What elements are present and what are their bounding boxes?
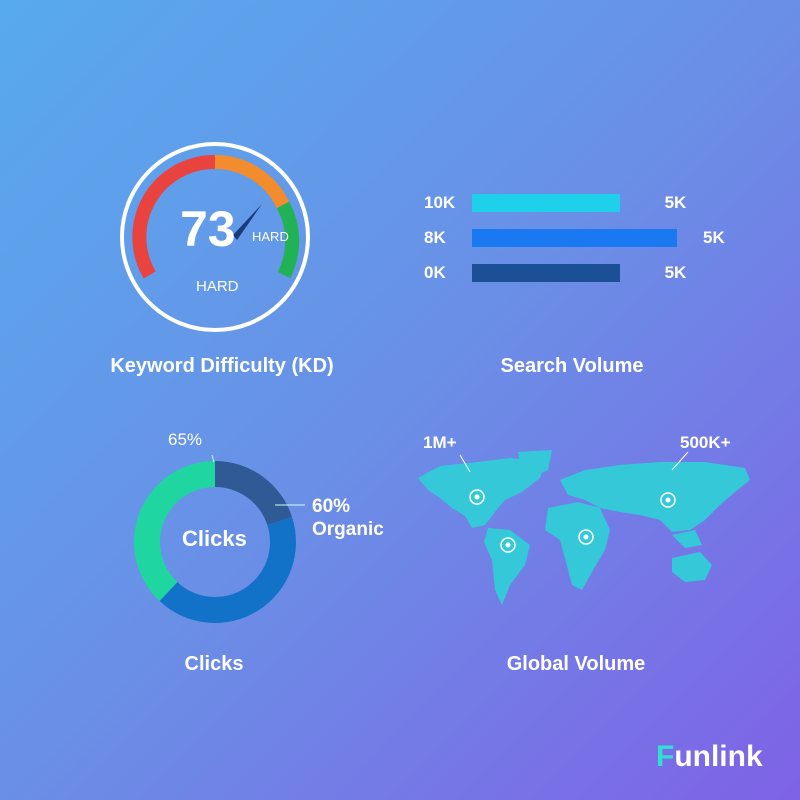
map-leader-right — [671, 451, 689, 471]
donut-center-label: Clicks — [182, 526, 247, 551]
map-marker-dot — [583, 534, 589, 540]
bar-left-label: 8K — [424, 228, 446, 247]
map-label-americas: 1M+ — [423, 433, 457, 452]
donut-segment — [215, 461, 293, 526]
map-marker-dot — [505, 542, 511, 548]
bar-right-label: 5K — [664, 263, 687, 282]
europe-asia — [560, 462, 750, 532]
donut-segment — [134, 461, 215, 602]
clicks-title: Clicks — [184, 653, 244, 675]
map-label-asia: 500K+ — [680, 433, 731, 452]
bar-left-label: 0K — [424, 263, 446, 282]
global-volume-title: Global Volume — [506, 653, 646, 675]
map-marker-icon — [578, 529, 594, 545]
donut-top-label: 65% — [168, 430, 203, 449]
clicks-donut — [134, 461, 297, 623]
map-marker-dot — [474, 494, 480, 500]
gauge-segment-hard — [276, 201, 300, 279]
south-america — [484, 528, 530, 605]
volume-bar — [472, 194, 620, 212]
gauge-segment-medium — [214, 154, 290, 209]
greenland — [518, 450, 552, 478]
search-volume-title: Search Volume — [500, 355, 644, 377]
bar-left-label: 10K — [424, 193, 456, 212]
brand-name: Funlink — [656, 740, 763, 773]
world-map — [418, 450, 750, 605]
volume-bar — [472, 229, 677, 247]
donut-leader-top — [211, 454, 215, 463]
gauge-ring — [120, 142, 310, 332]
gauge-value: 73 — [180, 201, 236, 257]
map-leader-left — [459, 454, 471, 473]
southeast-asia — [672, 530, 702, 548]
gauge-level-label: HARD — [196, 278, 239, 295]
map-marker-dot — [665, 497, 671, 503]
volume-bar — [472, 264, 620, 282]
africa — [545, 502, 610, 590]
map-marker-icon — [469, 489, 485, 505]
map-marker-icon — [500, 537, 516, 553]
map-marker-icon — [660, 492, 676, 508]
donut-side-value: 60% — [312, 496, 351, 517]
gauge-needle-icon — [233, 204, 262, 240]
bar-right-label: 5K — [664, 193, 687, 212]
gauge-value-label: HARD — [252, 229, 289, 244]
donut-side-text: Organic — [312, 519, 384, 540]
gauge-segment-easy — [132, 154, 216, 279]
kd-title: Keyword Difficulty (KD) — [110, 355, 334, 377]
brand-logo: Funlink — [656, 740, 763, 774]
bar-right-label: 5K — [703, 228, 725, 247]
australia — [672, 552, 712, 582]
donut-segment — [159, 516, 297, 623]
north-america — [418, 458, 545, 528]
